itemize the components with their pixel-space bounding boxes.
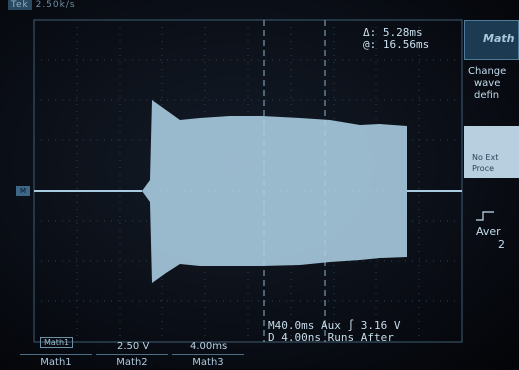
math-channel-label: Math1	[40, 337, 74, 348]
status-bar: Tek 2.50k/s	[0, 0, 210, 14]
channel-marker[interactable]: M	[16, 186, 30, 196]
cursor-delta: Δ: 5.28ms	[363, 26, 423, 39]
brand-label: Tek	[8, 0, 32, 10]
no-ext-process-button[interactable]: No Ext Proce	[464, 126, 519, 178]
average-line-2: 2	[498, 238, 505, 251]
bottom-tabs: Math1 Math2 Math3	[0, 354, 519, 369]
cursor-readout: Δ: 5.28ms @: 16.56ms	[363, 27, 429, 51]
volts-per-div: 2.50 V	[117, 341, 150, 352]
cursor-position: @: 16.56ms	[363, 38, 430, 51]
side-menu: Math Change wave defin No Ext Proce Aver…	[464, 20, 519, 342]
acquisition-status: 2.50k/s	[35, 0, 76, 10]
main-timebase-line: M40.0ms Aux ∫ 3.16 V	[268, 319, 401, 332]
timebase-readout: M40.0ms Aux ∫ 3.16 V D 4.00ns Runs After	[268, 320, 400, 344]
tab-math1[interactable]: Math1	[20, 354, 92, 370]
change-line-2: wave	[474, 78, 501, 89]
average-line-1: Aver	[476, 225, 501, 238]
box-line-2: Proce	[472, 164, 495, 173]
tab-math2[interactable]: Math2	[96, 354, 168, 370]
change-line-3: defin	[474, 90, 500, 101]
tab-math3[interactable]: Math3	[172, 354, 244, 370]
average-button[interactable]: Aver 2	[476, 210, 505, 251]
waveform-envelope	[142, 100, 407, 283]
menu-title-math[interactable]: Math	[464, 20, 519, 60]
change-waveform-definition-button[interactable]: Change wave defin	[468, 66, 506, 102]
time-per-div: 4.00ms	[190, 341, 228, 352]
box-line-1: No Ext	[472, 153, 499, 162]
change-line-1: Change	[468, 66, 507, 77]
average-step-icon	[476, 211, 494, 221]
delay-timebase-line: D 4.00ns Runs After	[268, 331, 394, 344]
